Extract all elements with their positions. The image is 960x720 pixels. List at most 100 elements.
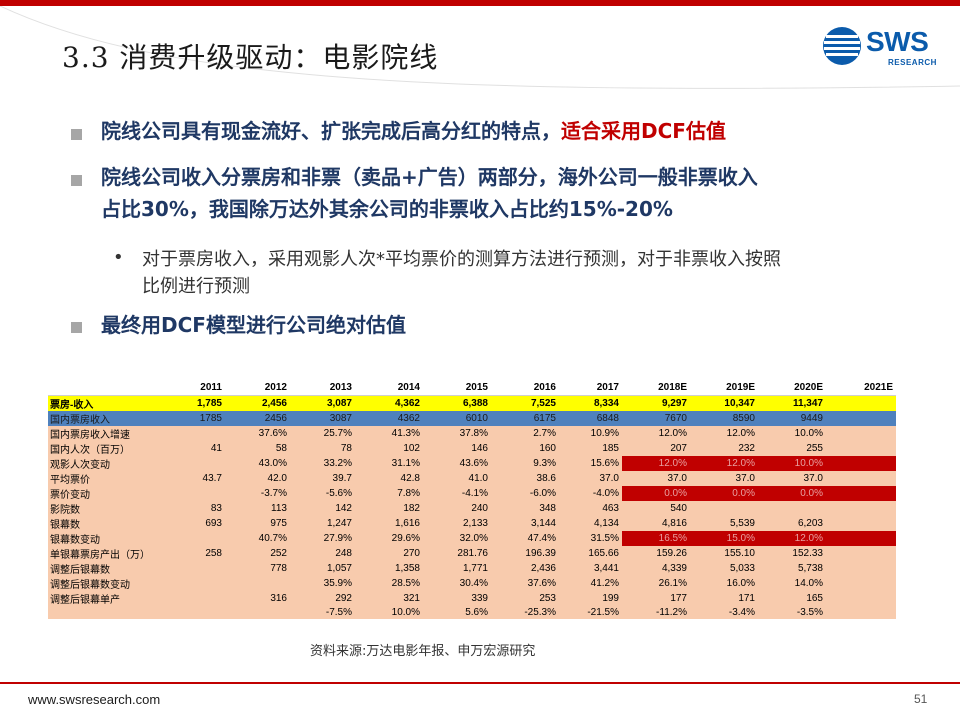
row-label: 调整后银幕数变动 bbox=[48, 575, 160, 591]
row-label: 观影人次变动 bbox=[48, 455, 160, 471]
table-cell: 43.0% bbox=[225, 455, 290, 471]
row-label: 影院数 bbox=[48, 500, 160, 516]
table-cell: -3.4% bbox=[690, 605, 758, 620]
table-cell: 6,203 bbox=[758, 515, 826, 531]
table-cell: -6.0% bbox=[491, 485, 559, 501]
table-cell bbox=[160, 590, 225, 606]
table-cell: 248 bbox=[290, 545, 355, 561]
table-row: 调整后银幕数变动 35.9% 28.5% 30.4% 37.6% 41.2% 26.1% 16… bbox=[48, 575, 896, 591]
table-cell: 9449 bbox=[758, 410, 826, 426]
table-cell: 16.0% bbox=[690, 575, 758, 591]
table-cell: 6175 bbox=[491, 410, 559, 426]
table-row: 国内人次（百万） 41 58 78 102 146 160 185 207 232 255 bbox=[48, 440, 896, 456]
table-cell: 339 bbox=[423, 590, 491, 606]
row-label: 银幕数 bbox=[48, 515, 160, 531]
table-cell: 9.3% bbox=[491, 455, 559, 471]
table-cell: 31.1% bbox=[355, 455, 423, 471]
table-cell bbox=[826, 410, 896, 426]
year-header: 2011 bbox=[160, 381, 225, 396]
table-cell: 6,388 bbox=[423, 395, 491, 411]
table-cell: 38.6 bbox=[491, 470, 559, 486]
box-office-forecast-table: 2011 2012 2013 2014 2015 2016 2017 2018E 2019E 20… bbox=[48, 381, 910, 631]
table-cell: -11.2% bbox=[622, 605, 690, 620]
sub-bullet-dot: • bbox=[113, 247, 124, 268]
table-cell bbox=[826, 530, 896, 546]
table-row: 国内票房收入 1785 2456 3087 4362 6010 6175 6848 7670 85… bbox=[48, 410, 896, 426]
table-row: 单银幕票房产出（万） 258 252 248 270 281.76 196.39 165.66… bbox=[48, 545, 896, 561]
table-cell bbox=[826, 500, 896, 516]
table-cell bbox=[160, 575, 225, 591]
table-header-row: 2011 2012 2013 2014 2015 2016 2017 2018E 2019E 20… bbox=[48, 381, 896, 396]
table-row: 票价变动 -3.7% -5.6% 7.8% -4.1% -6.0% -4.0% 0.0% 0.0… bbox=[48, 485, 896, 501]
table-cell: 2,456 bbox=[225, 395, 290, 411]
bullet-2-line-1: 院线公司收入分票房和非票（卖品+广告）两部分，海外公司一般非票收入 bbox=[101, 165, 758, 189]
bullet-1: 院线公司具有现金流好、扩张完成后高分红的特点，适合采用DCF估值 bbox=[101, 116, 726, 146]
table-cell: 37.6% bbox=[225, 425, 290, 441]
year-header: 2019E bbox=[690, 381, 758, 396]
table-cell: 2456 bbox=[225, 410, 290, 426]
table-cell bbox=[826, 605, 896, 620]
year-header: 2021E bbox=[826, 381, 896, 396]
table-cell: 177 bbox=[622, 590, 690, 606]
table-cell: 37.0 bbox=[559, 470, 622, 486]
table-cell: 37.8% bbox=[423, 425, 491, 441]
table-cell: 43.6% bbox=[423, 455, 491, 471]
year-header: 2018E bbox=[622, 381, 690, 396]
table-cell: 171 bbox=[690, 590, 758, 606]
table-cell: 182 bbox=[355, 500, 423, 516]
table-cell: 78 bbox=[290, 440, 355, 456]
table-cell: 32.0% bbox=[423, 530, 491, 546]
table-cell: 43.7 bbox=[160, 470, 225, 486]
table-cell: 10.9% bbox=[559, 425, 622, 441]
footer-url[interactable]: www.swsresearch.com bbox=[28, 692, 161, 707]
table-cell: 15.0% bbox=[690, 530, 758, 546]
table-row: 银幕数 693 975 1,247 1,616 2,133 3,144 4,134 4,816 5… bbox=[48, 515, 896, 531]
row-label: 平均票价 bbox=[48, 470, 160, 486]
table-cell bbox=[160, 560, 225, 576]
table-cell: 196.39 bbox=[491, 545, 559, 561]
table-cell: 58 bbox=[225, 440, 290, 456]
table-cell bbox=[225, 605, 290, 620]
table-cell: 0.0% bbox=[622, 485, 690, 501]
table-cell: 41 bbox=[160, 440, 225, 456]
table-cell: 10,347 bbox=[690, 395, 758, 411]
table-cell bbox=[758, 500, 826, 516]
table-cell: 42.8 bbox=[355, 470, 423, 486]
table-cell: 232 bbox=[690, 440, 758, 456]
table-cell: 31.5% bbox=[559, 530, 622, 546]
table-cell: 316 bbox=[225, 590, 290, 606]
table-cell: 37.0 bbox=[758, 470, 826, 486]
table-cell bbox=[826, 395, 896, 411]
table-cell: 8,334 bbox=[559, 395, 622, 411]
table-cell: 26.1% bbox=[622, 575, 690, 591]
row-label: 票房-收入 bbox=[48, 395, 160, 411]
table-cell bbox=[160, 455, 225, 471]
table-cell: 37.0 bbox=[690, 470, 758, 486]
table-cell: -7.5% bbox=[290, 605, 355, 620]
table-cell: 1,057 bbox=[290, 560, 355, 576]
table-cell: 16.5% bbox=[622, 530, 690, 546]
table-cell: 47.4% bbox=[491, 530, 559, 546]
sub-bullet-line-2: 比例进行预测 bbox=[142, 276, 250, 297]
table-cell: 2.7% bbox=[491, 425, 559, 441]
table-cell bbox=[225, 575, 290, 591]
table-cell: 159.26 bbox=[622, 545, 690, 561]
table-cell bbox=[160, 530, 225, 546]
bullet-3: 最终用DCF模型进行公司绝对估值 bbox=[101, 313, 406, 337]
table-cell: 5,738 bbox=[758, 560, 826, 576]
sws-logo-subtext: RESEARCH bbox=[888, 58, 937, 67]
table-cell: 1,616 bbox=[355, 515, 423, 531]
table-cell: 281.76 bbox=[423, 545, 491, 561]
table-cell: 1,247 bbox=[290, 515, 355, 531]
table-cell: 102 bbox=[355, 440, 423, 456]
table-cell: 0.0% bbox=[758, 485, 826, 501]
table-cell bbox=[826, 425, 896, 441]
table-row: 调整后银幕数 778 1,057 1,358 1,771 2,436 3,441 4,339 5… bbox=[48, 560, 896, 576]
table-cell: 10.0% bbox=[758, 425, 826, 441]
table-cell: 41.0 bbox=[423, 470, 491, 486]
table-cell bbox=[826, 515, 896, 531]
year-header: 2017 bbox=[559, 381, 622, 396]
table-cell: 42.0 bbox=[225, 470, 290, 486]
table-cell: 1,771 bbox=[423, 560, 491, 576]
table-row: 银幕数变动 40.7% 27.9% 29.6% 32.0% 47.4% 31.5% 16.5%… bbox=[48, 530, 896, 546]
